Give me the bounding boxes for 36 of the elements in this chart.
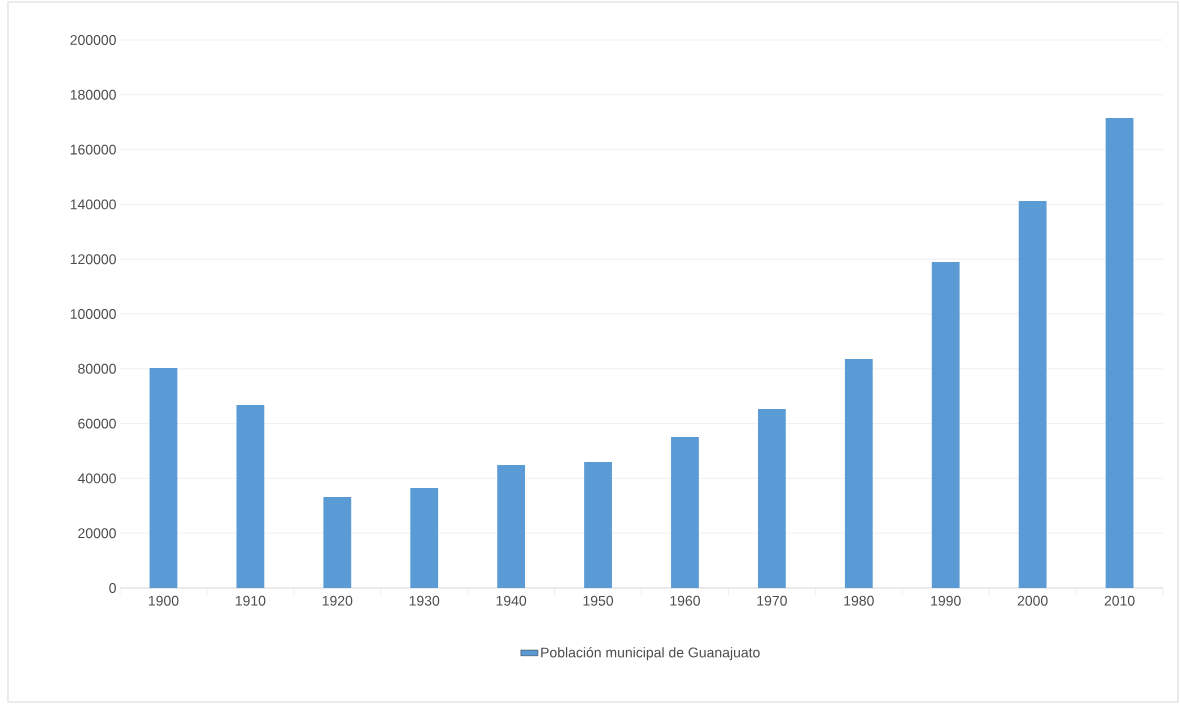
bar [1105,118,1134,588]
bar [1018,201,1047,588]
x-tick-label: 1990 [931,595,961,606]
bar [584,461,612,588]
bar [931,261,960,588]
y-tick-label: 180000 [70,89,116,100]
y-tick-label: 40000 [77,473,116,484]
y-tick-label: 140000 [70,199,116,210]
x-tick-label: 1950 [583,595,614,606]
bar [757,409,786,588]
y-tick-label: 200000 [70,35,116,45]
x-tick-label: 1930 [409,595,440,606]
bar [236,404,265,588]
x-tick-label: 1970 [757,595,787,606]
y-tick-label: 80000 [78,363,116,374]
x-tick-label: 2010 [1104,595,1135,606]
y-tick-label: 100000 [70,309,116,319]
y-tick-label: 160000 [70,144,116,155]
y-tick-label: 120000 [70,254,116,265]
x-tick-label: 2000 [1017,595,1048,606]
bar [497,464,526,588]
x-tick-label: 1980 [844,595,874,606]
x-tick-label: 1960 [670,595,700,606]
bar [323,497,352,588]
x-tick-label: 1920 [322,595,353,606]
y-tick-label: 60000 [78,418,116,429]
bar [149,367,178,588]
legend-label: Población municipal de Guanajuato [541,646,760,661]
x-tick-label: 1900 [148,595,179,606]
y-tick-label: 20000 [78,528,116,539]
x-tick-label: 1910 [235,595,266,606]
bar [844,358,873,588]
bar [671,437,699,588]
y-tick-label: 0 [109,583,116,593]
bar [410,487,439,588]
x-tick-label: 1940 [496,595,527,606]
